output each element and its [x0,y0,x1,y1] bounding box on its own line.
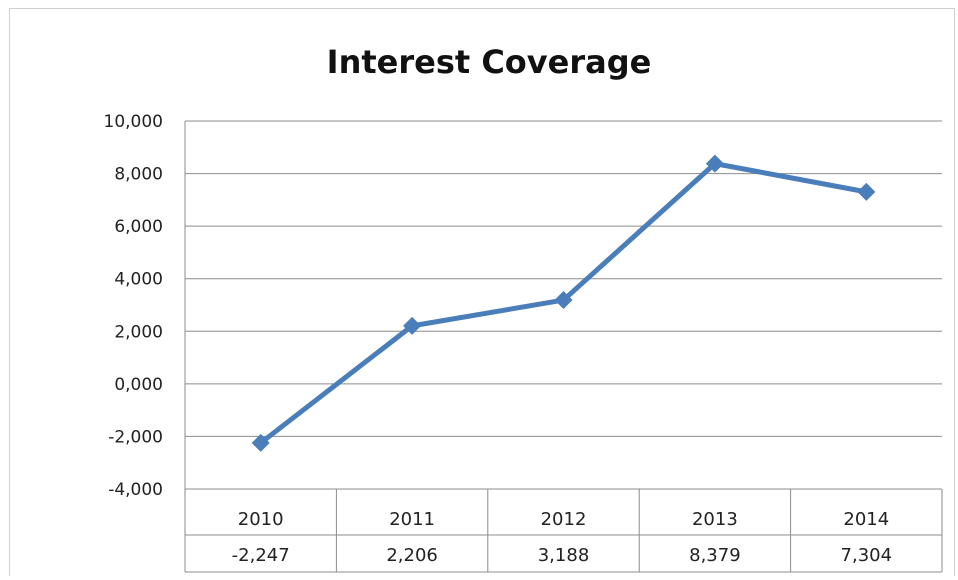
y-tick-label: 6,000 [114,217,163,237]
y-tick-label: 2,000 [114,322,163,342]
y-tick-label: -4,000 [108,480,163,500]
chart-title: Interest Coverage [327,43,652,81]
table-value-cell: 2,206 [386,545,438,566]
table-category-cell: 2013 [692,509,738,530]
y-tick-label: -2,000 [108,427,163,447]
table-value-cell: -2,247 [232,545,290,566]
data-point-marker [251,433,270,452]
table-category-cell: 2010 [238,509,284,530]
table-category-cell: 2011 [389,509,435,530]
table-value-cell: 8,379 [689,545,741,566]
table-value-cell: 7,304 [841,545,893,566]
gridlines [184,120,942,490]
data-point-marker [403,316,422,335]
table-value-cell: 3,188 [538,545,590,566]
data-point-marker [554,291,573,310]
y-tick-label: 4,000 [114,270,163,290]
data-table: 2010 2011 2012 2013 2014 -2,247 2,206 3,188 8,37… [184,489,943,573]
data-point-marker [857,182,876,201]
y-tick-label: 10,000 [104,112,163,132]
data-point-marker [705,154,724,173]
series-markers [251,154,876,452]
table-category-cell: 2012 [541,509,587,530]
table-category-cell: 2014 [843,509,889,530]
y-axis-ticks: 10,000 8,000 6,000 4,000 2,000 0,000 -2,000 -4,… [104,112,163,500]
y-tick-label: 8,000 [114,165,163,185]
chart-frame [9,8,955,576]
y-tick-label: 0,000 [114,375,163,395]
